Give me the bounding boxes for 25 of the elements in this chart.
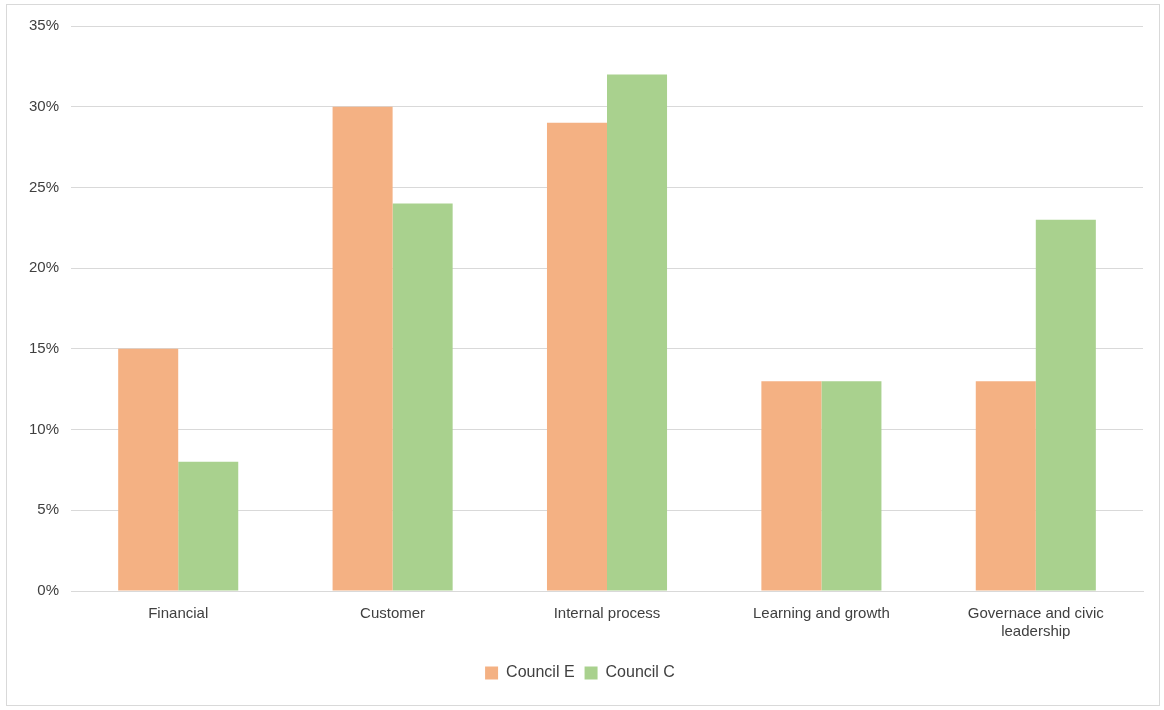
bar <box>761 381 822 591</box>
y-tick-label: 5% <box>37 500 60 518</box>
bar <box>118 348 179 591</box>
bar <box>178 461 239 591</box>
bar <box>332 106 393 591</box>
bar <box>821 381 882 591</box>
y-tick-label: 35% <box>28 16 60 34</box>
y-tick-label: 0% <box>37 581 60 599</box>
y-tick-label: 30% <box>28 96 60 114</box>
x-tick-label: Governace and civic leadership <box>967 604 1105 640</box>
y-tick-label: 10% <box>28 419 60 437</box>
x-tick-label: Internal process <box>553 604 661 622</box>
bar <box>392 203 453 591</box>
x-tick-label: Financial <box>148 604 209 622</box>
bar <box>546 122 608 591</box>
x-tick-label: Learning and growth <box>753 604 890 622</box>
bar <box>975 381 1036 591</box>
bar <box>1035 219 1096 591</box>
y-tick-label: 25% <box>28 177 60 195</box>
legend-label: Council E <box>506 663 575 681</box>
y-tick-label: 15% <box>28 339 60 356</box>
bar <box>607 74 668 591</box>
legend-label: Council C <box>605 663 675 681</box>
x-tick-label: Customer <box>360 604 426 622</box>
y-tick-label: 20% <box>28 258 60 276</box>
